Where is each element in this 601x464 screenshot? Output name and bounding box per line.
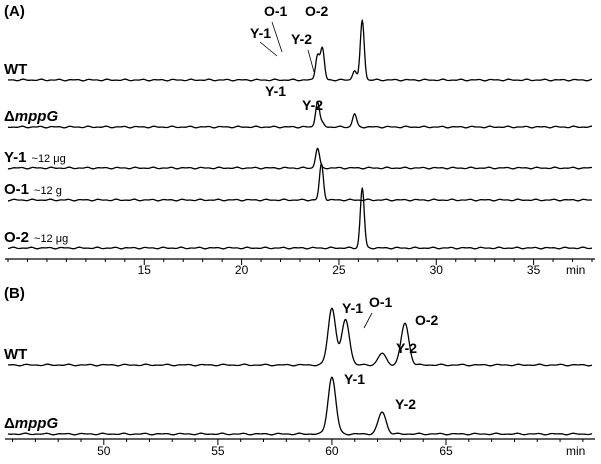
x-tick-label: 55 <box>211 444 225 458</box>
x-tick-label: 60 <box>325 444 339 458</box>
panel-a-x-axis: 15 20 25 30 35 <box>5 258 595 277</box>
trace-name-label-0: WT <box>4 346 27 363</box>
trace-line-0 <box>7 19 593 82</box>
x-tick-label: 65 <box>439 444 453 458</box>
trace-name-label-1: ΔmppG <box>4 415 58 432</box>
peak-label-o-1: O-1 <box>369 294 393 310</box>
peak-label-o-1: O-1 <box>264 3 288 19</box>
trace-line-1 <box>7 376 593 436</box>
x-tick-label: 35 <box>527 263 541 277</box>
peak-label-y-2: Y-2 <box>291 31 312 47</box>
panel-a-x-axis-unit: min <box>566 263 585 277</box>
panel-b: (B) WT Y-1 O-1 Y-2 O-2 ΔmppG Y-1 Y-2 50 55 60 65 m… <box>4 285 595 458</box>
x-tick-label: 15 <box>138 263 152 277</box>
peak-label-y-1: Y-1 <box>250 25 271 41</box>
trace-line-1 <box>7 101 593 129</box>
peak-label-o-2: O-2 <box>305 3 329 19</box>
trace-line-0 <box>7 307 593 367</box>
trace-name-label-4: O-2 ~12 μg <box>4 229 68 246</box>
peak-leader-line <box>271 21 283 53</box>
trace-name-label-1: ΔmppG <box>4 108 58 125</box>
trace-line-4 <box>7 187 593 250</box>
trace-name-label-0: WT <box>4 61 27 78</box>
peak-label-y-1: Y-1 <box>342 300 363 316</box>
peak-label-o-2: O-2 <box>415 312 439 328</box>
peak-leader-line <box>307 49 315 73</box>
trace-name-label-2: Y-1 ~12 μg <box>4 149 66 166</box>
peak-label-y-2: Y-2 <box>302 97 323 113</box>
panel-b-x-axis: 50 55 60 65 <box>5 438 595 458</box>
peak-leader-line <box>363 312 373 329</box>
peak-label-y-1: Y-1 <box>344 371 365 387</box>
x-tick-label: 25 <box>332 263 346 277</box>
panel-b-label: (B) <box>4 285 25 302</box>
peak-label-y-2: Y-2 <box>396 340 417 356</box>
panel-b-traces: WT Y-1 O-1 Y-2 O-2 ΔmppG Y-1 Y-2 <box>4 294 593 436</box>
panel-a-label: (A) <box>4 3 25 20</box>
trace-line-2 <box>7 147 593 170</box>
peak-label-y-1: Y-1 <box>265 83 286 99</box>
trace-line-3 <box>7 162 593 202</box>
x-tick-label: 30 <box>430 263 444 277</box>
panel-b-x-axis-unit: min <box>566 444 585 458</box>
peak-label-y-2: Y-2 <box>395 396 416 412</box>
x-tick-label: 50 <box>97 444 111 458</box>
peak-leader-line <box>259 41 278 57</box>
x-tick-label: 20 <box>235 263 249 277</box>
trace-name-label-3: O-1 ~12 g <box>4 181 62 198</box>
